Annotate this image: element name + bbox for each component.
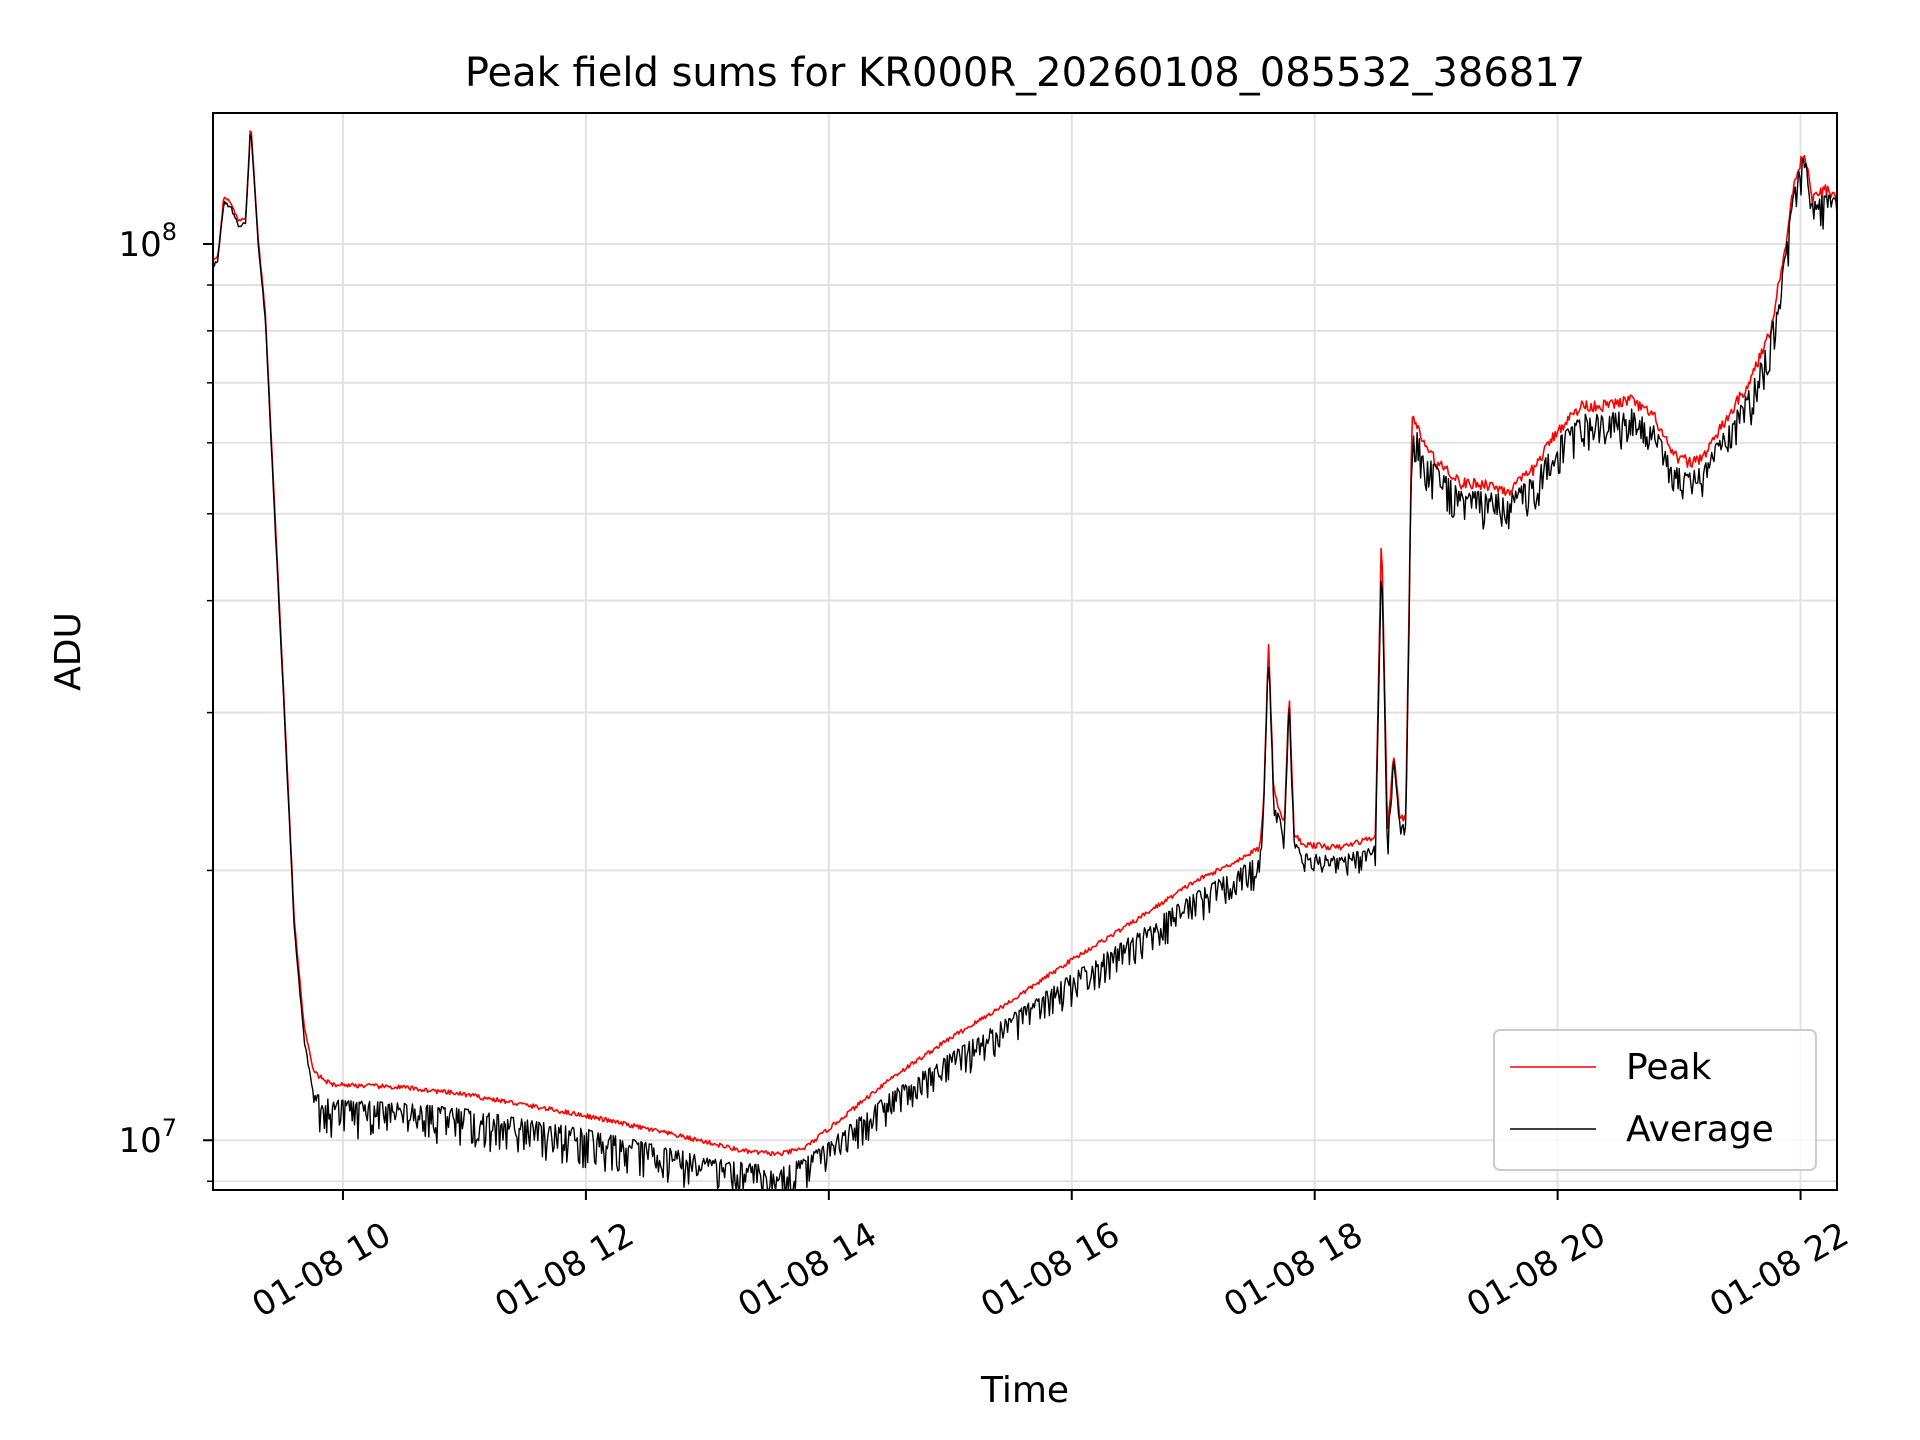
x-tick-label: 01-08 12 — [488, 1215, 640, 1326]
x-tick-label: 01-08 14 — [731, 1215, 883, 1326]
y-tick-label: 108 — [118, 218, 177, 265]
grid — [213, 113, 1837, 1190]
x-tick-label: 01-08 10 — [245, 1215, 397, 1326]
y-tick-label: 107 — [118, 1114, 177, 1161]
x-tick-label: 01-08 20 — [1460, 1215, 1612, 1326]
legend-box — [1493, 1029, 1817, 1171]
chart-title: Peak field sums for KR000R_20260108_0855… — [465, 50, 1585, 96]
legend-label-average: Average — [1626, 1109, 1774, 1150]
y-axis-label: ADU — [48, 612, 89, 691]
series-line-average — [212, 134, 1838, 1191]
legend: Peak Average — [1493, 1029, 1817, 1171]
legend-label-peak: Peak — [1626, 1047, 1712, 1088]
plot-frame — [212, 112, 1838, 1191]
series-line-peak — [212, 130, 1838, 1157]
x-tick-label: 01-08 18 — [1217, 1215, 1369, 1326]
x-tick-label: 01-08 22 — [1703, 1215, 1855, 1326]
x-tick-label: 01-08 16 — [974, 1215, 1126, 1326]
x-axis-label: Time — [980, 1370, 1069, 1411]
plot-area — [212, 130, 1838, 1191]
